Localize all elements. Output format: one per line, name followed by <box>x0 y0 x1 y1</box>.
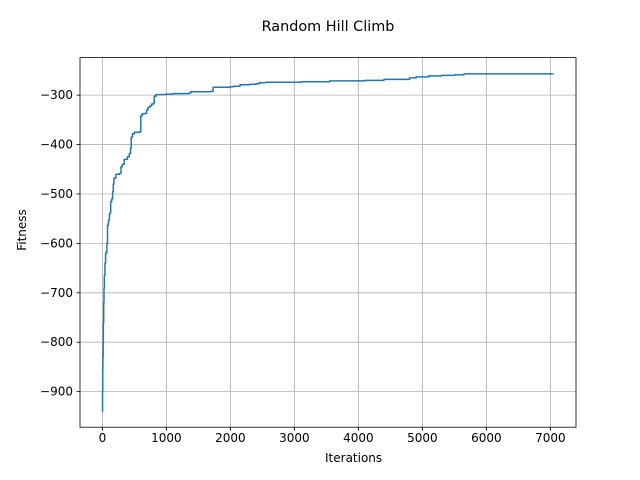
y-tick-label: −900 <box>40 385 73 399</box>
x-axis-label: Iterations <box>325 451 382 465</box>
plot-area <box>80 57 576 428</box>
x-tick-label: 6000 <box>471 431 502 445</box>
x-tick-label: 0 <box>99 431 107 445</box>
y-tick-label: −600 <box>40 236 73 250</box>
y-tick-label: −800 <box>40 335 73 349</box>
x-tick-label: 7000 <box>535 431 566 445</box>
y-tick-label: −400 <box>40 138 73 152</box>
x-tick-label: 5000 <box>407 431 438 445</box>
ticks: 0 1000 2000 3000 4000 5000 6000 7000 −900 −800 −70… <box>40 88 566 445</box>
y-tick-label: −300 <box>40 88 73 102</box>
x-tick-label: 2000 <box>215 431 246 445</box>
x-tick-label: 1000 <box>151 431 182 445</box>
series-line <box>101 73 554 413</box>
x-tick-label: 3000 <box>279 431 310 445</box>
chart-title: Random Hill Climb <box>262 19 395 35</box>
grid <box>80 57 576 428</box>
x-tick-label: 4000 <box>343 431 374 445</box>
y-tick-label: −500 <box>40 187 73 201</box>
axes-frame <box>79 57 577 428</box>
y-tick-label: −700 <box>40 286 73 300</box>
y-axis-label: Fitness <box>15 209 29 251</box>
